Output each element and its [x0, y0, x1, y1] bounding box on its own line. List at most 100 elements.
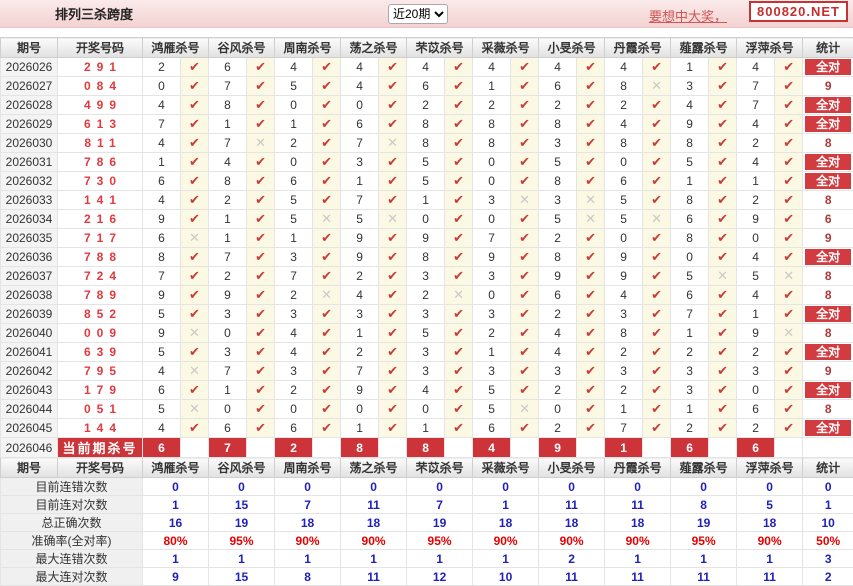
period-cell: 2026046	[1, 438, 58, 458]
kill-result-cell: ✔	[247, 58, 275, 77]
range-select[interactable]: 近20期	[388, 4, 448, 24]
kill-number-cell: 0	[275, 96, 313, 115]
kill-result-cell: ✔	[247, 400, 275, 419]
kill-result-cell: ✔	[445, 172, 473, 191]
winning-numbers: 141	[58, 191, 143, 210]
summary-value: 1	[143, 550, 209, 568]
kill-number-cell: 0	[275, 153, 313, 172]
expert-column-header-10: 浮萍杀号	[737, 458, 803, 478]
summary-value: 8	[671, 496, 737, 514]
kill-number-cell: 5	[341, 210, 379, 229]
cross-icon: ✕	[189, 363, 200, 378]
check-icon: ✔	[189, 420, 200, 435]
kill-result-cell: ✔	[709, 77, 737, 96]
kill-number-cell: 1	[275, 229, 313, 248]
kill-number-cell: 0	[473, 153, 511, 172]
kill-result-cell: ✔	[511, 286, 539, 305]
check-icon: ✔	[321, 363, 332, 378]
check-icon: ✔	[255, 268, 266, 283]
kill-result-cell: ✔	[643, 115, 671, 134]
kill-result-cell: ✔	[577, 324, 605, 343]
kill-result-cell: ✕	[577, 191, 605, 210]
kill-result-cell: ✔	[643, 362, 671, 381]
kill-number-cell: 7	[737, 77, 775, 96]
expert-column-header-2: 谷风杀号	[209, 38, 275, 58]
allcorrect-badge: 全对	[805, 249, 851, 265]
promo-link[interactable]: 要想中大奖，	[649, 6, 727, 25]
kill-number-cell: 9	[737, 210, 775, 229]
kill-result-cell: ✔	[511, 77, 539, 96]
kill-result-cell: ✔	[775, 134, 803, 153]
check-icon: ✔	[453, 192, 464, 207]
kill-number-cell: 7	[605, 419, 643, 438]
kill-result-cell: ✔	[313, 191, 341, 210]
check-icon: ✔	[717, 211, 728, 226]
kill-result-cell: ✕	[775, 324, 803, 343]
check-icon: ✔	[519, 154, 530, 169]
kill-number-cell: 0	[671, 248, 709, 267]
cross-icon: ✕	[453, 287, 464, 302]
kill-result-cell: ✔	[643, 248, 671, 267]
kill-result-cell: ✔	[379, 58, 407, 77]
summary-stat-value: 10	[803, 514, 853, 532]
kill-number-cell: 6	[539, 77, 577, 96]
kill-number-cell: 8	[671, 191, 709, 210]
winning-numbers: 717	[58, 229, 143, 248]
check-icon: ✔	[321, 306, 332, 321]
kill-number-cell: 3	[407, 305, 445, 324]
current-kill-cell: 6	[143, 438, 181, 458]
kill-number-cell: 4	[605, 286, 643, 305]
check-icon: ✔	[585, 344, 596, 359]
kill-number-cell: 1	[275, 115, 313, 134]
kill-result-cell: ✔	[775, 286, 803, 305]
kill-number-cell: 7	[275, 267, 313, 286]
check-icon: ✔	[387, 268, 398, 283]
summary-value: 0	[209, 478, 275, 496]
kill-result-cell: ✔	[181, 343, 209, 362]
stat-cell: 全对	[803, 58, 853, 77]
empty-cell	[577, 438, 605, 458]
kill-result-cell: ✕	[511, 400, 539, 419]
kill-number-cell: 8	[539, 172, 577, 191]
kill-result-cell: ✔	[643, 381, 671, 400]
summary-stat-value: 50%	[803, 532, 853, 550]
check-icon: ✔	[387, 116, 398, 131]
check-icon: ✔	[651, 135, 662, 150]
kill-number-cell: 7	[737, 96, 775, 115]
check-icon: ✔	[519, 78, 530, 93]
summary-value: 18	[737, 514, 803, 532]
summary-label: 总正确次数	[1, 514, 143, 532]
site-link[interactable]: 800820.NET	[749, 1, 848, 22]
cross-icon: ✕	[189, 401, 200, 416]
kill-result-cell: ✕	[445, 286, 473, 305]
allcorrect-badge: 全对	[805, 382, 851, 398]
kill-number-cell: 4	[143, 134, 181, 153]
winning-numbers: 788	[58, 248, 143, 267]
cross-icon: ✕	[387, 211, 398, 226]
check-icon: ✔	[255, 211, 266, 226]
check-icon: ✔	[453, 363, 464, 378]
empty-cell	[379, 438, 407, 458]
kill-number-cell: 2	[275, 381, 313, 400]
kill-number-cell: 2	[143, 58, 181, 77]
kill-result-cell: ✔	[445, 343, 473, 362]
kill-number-cell: 4	[539, 324, 577, 343]
kill-number-cell: 3	[275, 305, 313, 324]
kill-number-cell: 4	[143, 419, 181, 438]
kill-number-cell: 0	[275, 400, 313, 419]
period-cell: 2026029	[1, 115, 58, 134]
kill-number-cell: 0	[473, 286, 511, 305]
kill-number-cell: 0	[539, 400, 577, 419]
kill-result-cell: ✕	[313, 210, 341, 229]
kill-result-cell: ✔	[379, 267, 407, 286]
kill-result-cell: ✕	[313, 286, 341, 305]
kill-number-cell: 3	[605, 362, 643, 381]
kill-result-cell: ✔	[775, 362, 803, 381]
kill-number-cell: 3	[671, 77, 709, 96]
check-icon: ✔	[321, 249, 332, 264]
expert-column-header-9: 薤露杀号	[671, 38, 737, 58]
kill-number-cell: 5	[143, 343, 181, 362]
kill-number-cell: 3	[473, 267, 511, 286]
check-icon: ✔	[519, 230, 530, 245]
